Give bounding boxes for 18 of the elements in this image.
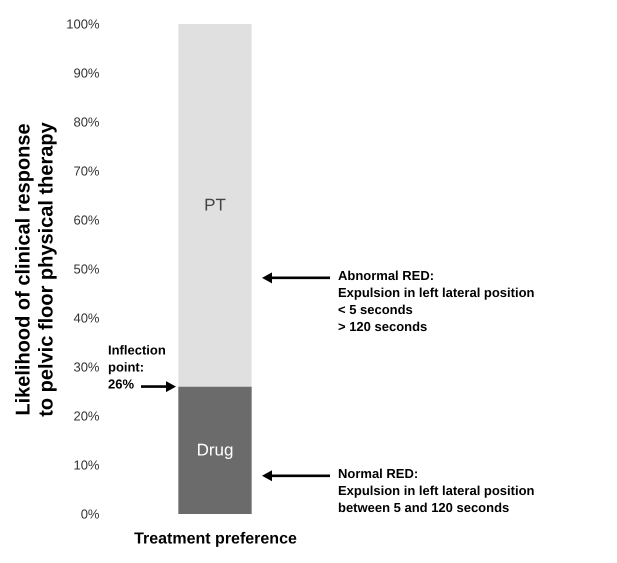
- series-label: Drug: [196, 440, 234, 460]
- text: Abnormal RED: Expulsion in left lateral position < 5 seconds > 120 seconds: [338, 268, 535, 334]
- y-tick-label: 90%: [73, 66, 100, 80]
- y-tick-label: 70%: [73, 164, 100, 178]
- series-label: PT: [204, 195, 226, 214]
- x-axis-title: Treatment preference: [134, 530, 297, 548]
- y-tick-label: 50%: [73, 262, 100, 276]
- y-tick-label: 30%: [73, 360, 100, 374]
- text: Inflection point: 26%: [108, 342, 166, 392]
- y-tick-label: 80%: [73, 114, 100, 130]
- y-tick-label: 10%: [73, 458, 100, 472]
- y-tick-label: 0%: [80, 506, 100, 522]
- y-tick-label: 40%: [73, 310, 100, 326]
- y-tick-label: 60%: [73, 212, 100, 228]
- y-axis-title: Likelihood of clinical response to pelvic floor physical therapy: [12, 121, 58, 417]
- y-tick-label: 20%: [73, 408, 100, 424]
- text: Normal RED: Expulsion in left lateral position between 5 and 120 seconds: [338, 466, 535, 515]
- y-tick-label: 100%: [66, 16, 100, 32]
